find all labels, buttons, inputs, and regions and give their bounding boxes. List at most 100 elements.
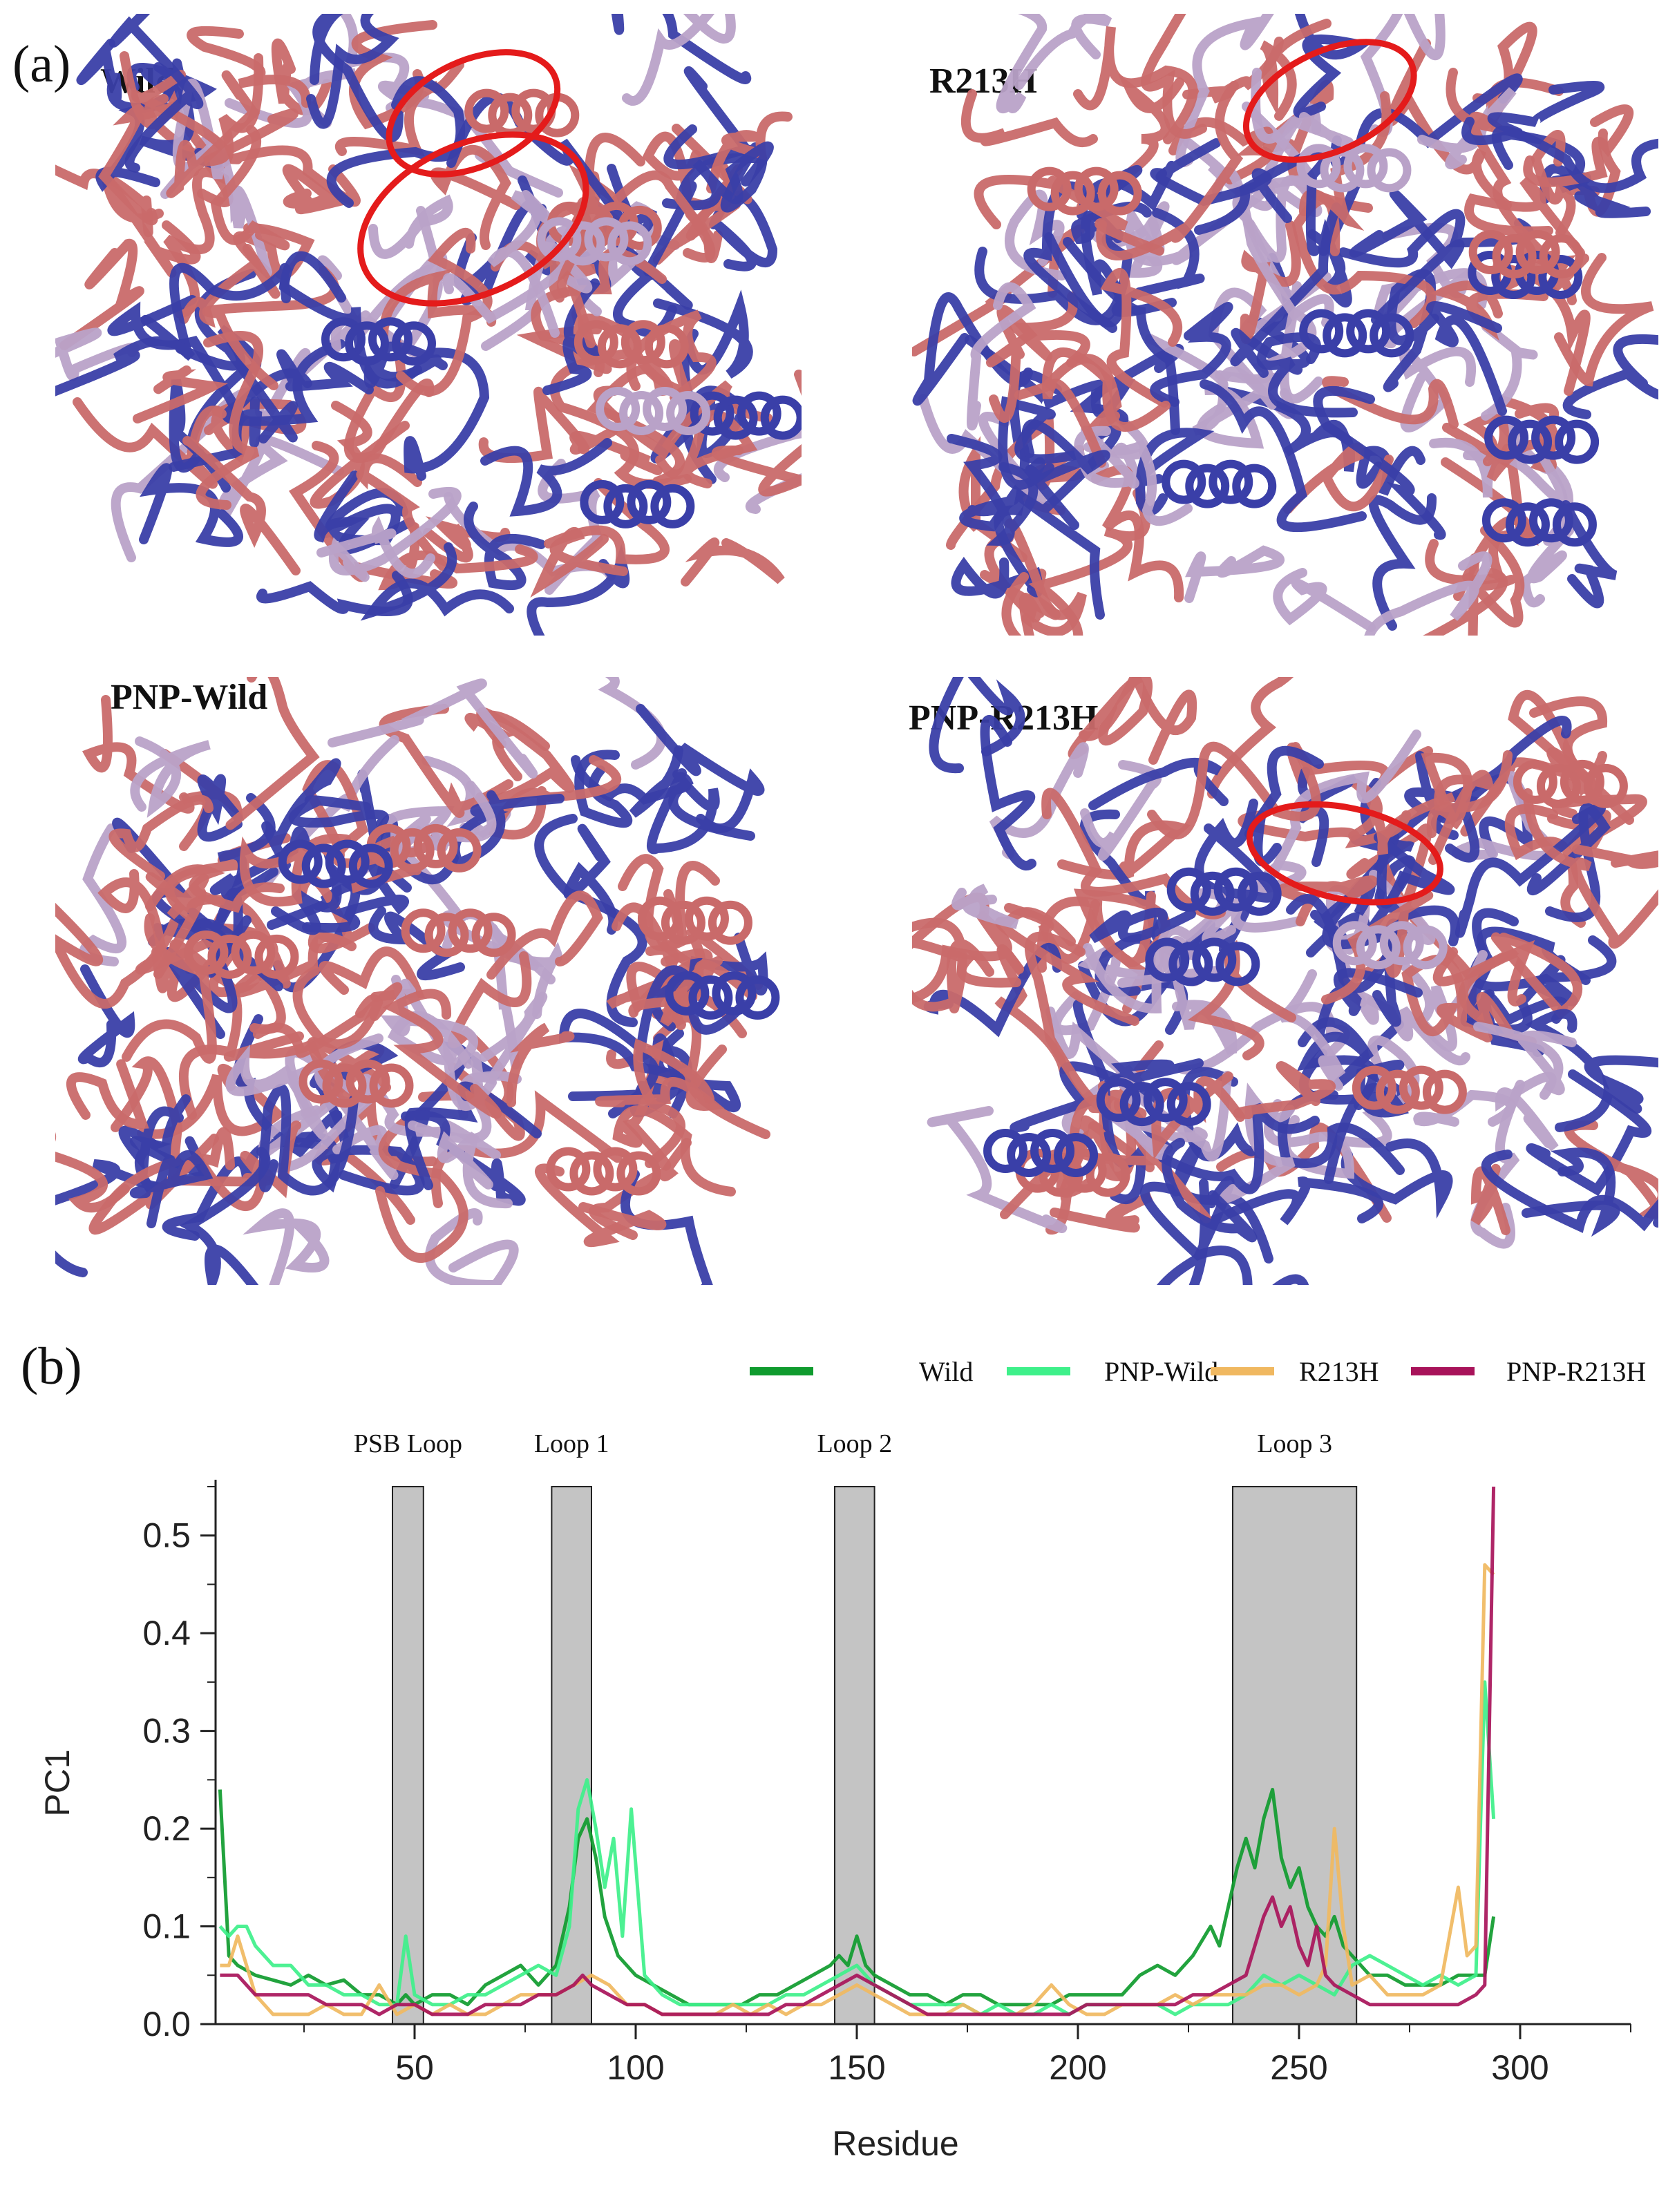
helix-turn bbox=[1481, 498, 1526, 543]
helix-turn bbox=[569, 1151, 614, 1196]
ribbon-coil bbox=[612, 1105, 736, 1196]
helix-turn bbox=[1403, 925, 1448, 970]
chart-axes: 50 100 150 200 250 300 0.0 0.1 0.2 0.3 0.4 0.5 Resid… bbox=[38, 1480, 1631, 2163]
structure-image-wild bbox=[55, 14, 802, 636]
helix-turn bbox=[537, 217, 582, 262]
highlight-circle bbox=[386, 49, 561, 178]
ribbon-coil bbox=[1340, 1138, 1453, 1219]
ribbon-coil bbox=[620, 1170, 713, 1285]
pc1-chart: Wild PNP-Wild R213H PNP-R213H PSB Loop Loop … bbox=[38, 1356, 1646, 2163]
ribbon-coil bbox=[681, 537, 785, 587]
ribbon-coil bbox=[1519, 526, 1574, 608]
ribbon-coil bbox=[1473, 1022, 1577, 1096]
ribbon-coil bbox=[687, 933, 768, 1035]
ribbon-coil bbox=[1329, 73, 1523, 169]
helix-turn bbox=[580, 479, 625, 524]
helix-turn bbox=[597, 324, 642, 369]
ribbon-coil bbox=[133, 365, 229, 423]
helix-turn bbox=[1508, 419, 1553, 464]
helix-turn bbox=[1166, 1082, 1211, 1127]
helix-turn bbox=[1536, 763, 1581, 808]
ribbon-coil bbox=[129, 1150, 214, 1228]
ribbon-coil bbox=[122, 913, 217, 1064]
ribbon-coil bbox=[339, 14, 429, 101]
ribbon-coil bbox=[163, 167, 229, 318]
ribbon-coil bbox=[1042, 347, 1171, 468]
ribbon-coil bbox=[1522, 1147, 1620, 1237]
ribbon-coil bbox=[292, 966, 383, 1049]
x-axis-title: Residue bbox=[832, 2124, 958, 2163]
loop-region-band bbox=[834, 1486, 875, 2025]
helix-turn bbox=[448, 908, 493, 953]
ribbon-coil bbox=[1555, 1074, 1644, 1132]
ribbon-coil bbox=[375, 1113, 468, 1264]
helix-turn bbox=[1145, 937, 1190, 982]
y-tick-label: 0.2 bbox=[142, 1809, 191, 1848]
structure-image-pnp-r213h bbox=[912, 677, 1658, 1285]
helix-turn bbox=[278, 839, 323, 884]
helix-turn bbox=[637, 896, 682, 941]
helix-turn bbox=[391, 321, 436, 366]
helix-turn bbox=[390, 828, 435, 873]
helix-turn bbox=[616, 1151, 661, 1196]
helix-turn bbox=[1215, 942, 1260, 986]
helix-turn bbox=[1074, 166, 1119, 211]
helix-turn bbox=[584, 217, 629, 262]
panel-b-letter: (b) bbox=[21, 1337, 82, 1395]
helix-turn bbox=[1143, 1078, 1188, 1123]
ribbon-coil bbox=[131, 70, 299, 166]
helix-turn bbox=[1539, 233, 1584, 278]
ribbon-coil bbox=[480, 438, 612, 517]
ribbon-coil bbox=[225, 677, 320, 830]
helix-turn bbox=[471, 913, 516, 957]
helix-turn bbox=[1552, 502, 1597, 547]
series-line bbox=[220, 1486, 1496, 2016]
legend-label: Wild bbox=[919, 1356, 973, 1387]
ribbon-coil bbox=[974, 229, 1133, 325]
ribbon-coil bbox=[379, 704, 513, 818]
helix-turn bbox=[344, 321, 389, 366]
helix-turn bbox=[401, 908, 446, 953]
x-tick-label: 100 bbox=[607, 2048, 664, 2087]
helix-turn bbox=[760, 395, 802, 440]
helix-turn bbox=[1370, 313, 1414, 358]
helix-turn bbox=[1515, 229, 1560, 274]
helix-turn bbox=[661, 900, 705, 945]
helix-turn bbox=[1086, 1152, 1130, 1197]
helix-turn bbox=[348, 843, 393, 888]
ribbon-coil bbox=[506, 1022, 575, 1107]
helix-turn bbox=[1296, 144, 1341, 189]
ribbon-coil bbox=[97, 869, 220, 975]
ribbon-coil bbox=[960, 89, 1098, 147]
helix-turn bbox=[184, 930, 229, 975]
ribbon-coil bbox=[1175, 14, 1274, 167]
ribbon-coil bbox=[1525, 1009, 1658, 1090]
ribbon-coil bbox=[947, 434, 1039, 546]
loop-region-label: Loop 2 bbox=[817, 1429, 892, 1458]
helix-turn bbox=[207, 934, 252, 979]
ribbon-coil bbox=[706, 111, 793, 193]
loop-region-label: Loop 1 bbox=[534, 1429, 609, 1458]
helix-turn bbox=[713, 395, 758, 440]
ribbon-coil bbox=[66, 1059, 149, 1129]
ribbon-coil bbox=[1150, 302, 1233, 407]
ribbon-coil bbox=[487, 190, 560, 338]
helix-turn bbox=[1299, 309, 1344, 354]
ribbon-coil bbox=[951, 884, 1019, 929]
ribbon-coil bbox=[210, 125, 290, 251]
helix-turn bbox=[299, 1059, 343, 1104]
helix-turn bbox=[413, 823, 458, 868]
ribbon-coil bbox=[401, 1110, 526, 1206]
helix-turn bbox=[643, 387, 688, 432]
ribbon-coil bbox=[276, 349, 374, 394]
ribbon-coil bbox=[1526, 1069, 1652, 1196]
ribbon-coil bbox=[179, 1147, 271, 1285]
ribbon-coil bbox=[1251, 68, 1354, 148]
legend-label: PNP-Wild bbox=[1104, 1356, 1218, 1387]
ribbon-coil bbox=[1089, 907, 1196, 944]
ribbon-coil bbox=[1202, 859, 1307, 945]
helix-turn bbox=[1560, 759, 1604, 804]
helix-turn bbox=[1027, 166, 1072, 211]
helix-turn bbox=[574, 320, 618, 365]
ribbon-coil bbox=[1139, 1181, 1309, 1285]
